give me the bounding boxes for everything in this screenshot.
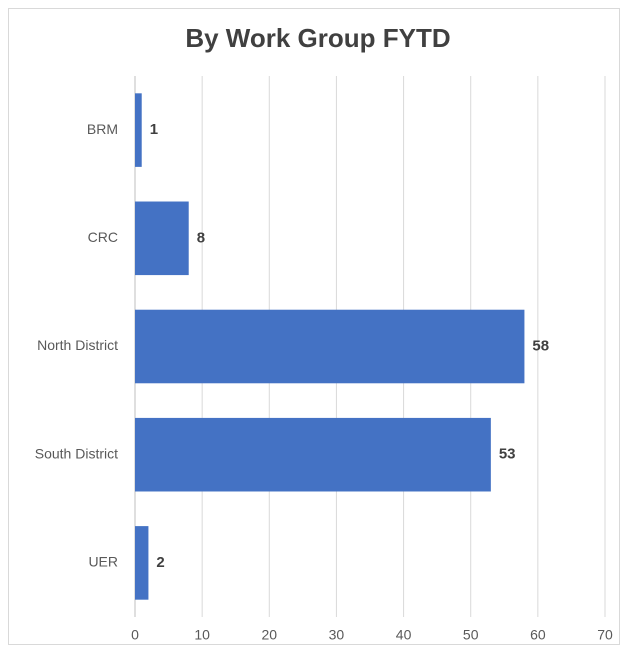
bar: [135, 309, 525, 384]
data-label: 2: [156, 554, 164, 571]
bar: [135, 417, 491, 492]
x-tick-label: 10: [194, 627, 210, 643]
x-tick-label: 0: [131, 627, 139, 643]
chart-title: By Work Group FYTD: [185, 23, 450, 53]
data-label: 53: [499, 446, 516, 463]
bar: [135, 93, 142, 167]
data-label: 1: [150, 121, 158, 138]
x-tick-label: 20: [261, 627, 277, 643]
y-tick-label: CRC: [88, 229, 118, 245]
bar: [135, 201, 189, 276]
y-tick-label: UER: [88, 554, 118, 570]
y-tick-label: North District: [37, 337, 118, 353]
data-label: 8: [197, 229, 205, 246]
x-tick-label: 40: [396, 627, 412, 643]
x-tick-label: 50: [463, 627, 479, 643]
bar: [135, 526, 149, 600]
x-tick-label: 30: [329, 627, 345, 643]
x-tick-label: 70: [597, 627, 613, 643]
y-tick-label: BRM: [87, 121, 118, 137]
data-label: 58: [532, 337, 549, 354]
y-tick-label: South District: [35, 445, 118, 461]
x-tick-label: 60: [530, 627, 546, 643]
